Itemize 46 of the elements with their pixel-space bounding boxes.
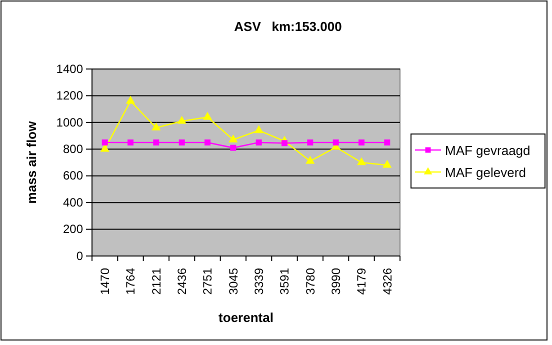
chart-title: ASV km:153.000 xyxy=(234,19,342,34)
point xyxy=(382,160,392,168)
y-tick-label: 600 xyxy=(62,168,84,183)
x-tick-label: 3591 xyxy=(278,268,292,295)
x-tick-label: 2436 xyxy=(175,268,190,295)
y-axis-title: mass air flow xyxy=(24,120,39,204)
legend-label: MAF geleverd xyxy=(445,165,526,180)
point xyxy=(204,139,210,146)
y-tick-label: 800 xyxy=(62,142,84,156)
x-tick-label: 1764 xyxy=(124,268,138,295)
point xyxy=(332,139,339,146)
y-tick-label: 1400 xyxy=(56,62,84,76)
point xyxy=(356,157,366,166)
y-tick-label: 400 xyxy=(62,195,84,210)
point xyxy=(254,125,264,134)
x-tick-label: 3780 xyxy=(303,268,318,295)
x-tick-label: 4326 xyxy=(380,268,394,295)
point xyxy=(102,139,108,146)
x-tick-label: 2121 xyxy=(149,268,164,295)
point xyxy=(307,139,314,146)
point xyxy=(178,139,185,146)
point xyxy=(128,139,134,146)
point xyxy=(202,112,212,120)
x-tick-label: 1470 xyxy=(98,268,112,295)
point xyxy=(228,134,238,142)
point xyxy=(153,139,160,146)
point xyxy=(306,156,315,164)
point xyxy=(384,139,390,146)
y-tick-label: 1000 xyxy=(56,115,84,130)
x-tick-label: 3339 xyxy=(252,268,266,295)
point xyxy=(282,140,288,146)
point xyxy=(358,139,364,146)
y-tick-label: 1200 xyxy=(56,88,84,103)
point xyxy=(256,139,262,146)
legend-label: MAF gevraagd xyxy=(445,143,530,158)
y-tick-label: 0 xyxy=(76,248,84,263)
point xyxy=(230,144,236,151)
x-axis-title: toerental xyxy=(218,310,274,325)
point xyxy=(126,96,136,104)
point xyxy=(152,122,161,130)
x-tick-label: 3990 xyxy=(329,268,344,295)
y-tick-label: 200 xyxy=(62,222,84,236)
point xyxy=(177,116,186,124)
x-tick-label: 2751 xyxy=(200,268,215,295)
x-tick-label: 4179 xyxy=(354,268,369,295)
x-tick-label: 3045 xyxy=(226,268,240,295)
